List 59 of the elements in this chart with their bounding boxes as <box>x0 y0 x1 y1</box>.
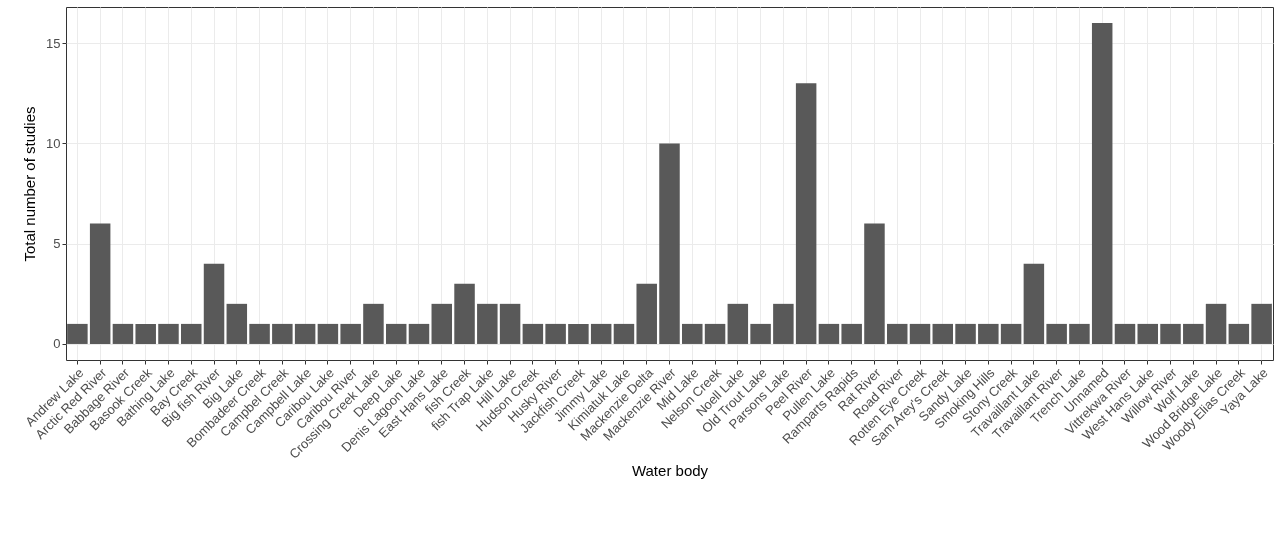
bar <box>454 283 475 344</box>
bar <box>1228 323 1250 344</box>
bar <box>112 323 134 344</box>
bar <box>659 143 680 344</box>
bar <box>1023 263 1045 344</box>
bar <box>613 323 635 344</box>
bar <box>294 323 316 344</box>
bar <box>841 323 862 344</box>
bar <box>886 323 908 344</box>
bar <box>317 323 339 344</box>
bar <box>795 83 817 344</box>
bar <box>249 323 270 344</box>
bar <box>727 303 749 344</box>
bar <box>499 303 521 344</box>
y-axis-title: Total number of studies <box>21 106 39 262</box>
x-axis-title: Water body <box>631 461 709 479</box>
bar <box>1205 303 1227 344</box>
bar <box>1183 323 1204 344</box>
bar <box>909 323 931 344</box>
bar <box>1091 23 1113 344</box>
bar <box>682 323 703 344</box>
bar <box>89 223 111 344</box>
y-tick-label: 0 <box>53 336 61 352</box>
bar <box>864 223 885 344</box>
bar <box>67 323 88 344</box>
bar <box>818 323 840 344</box>
bar <box>1251 303 1272 344</box>
bar <box>135 323 156 344</box>
bar <box>955 323 976 344</box>
bar <box>203 263 225 344</box>
bar <box>1114 323 1136 344</box>
bar <box>1069 323 1090 344</box>
bar <box>932 323 954 344</box>
bar <box>590 323 612 344</box>
bar <box>522 323 544 344</box>
bar <box>158 323 179 344</box>
bar <box>750 323 771 344</box>
y-tick-label: 15 <box>46 35 61 51</box>
bar <box>545 323 566 344</box>
bar <box>431 303 453 344</box>
bar <box>1160 323 1181 344</box>
bar <box>773 303 794 344</box>
bar <box>272 323 293 344</box>
bar <box>1046 323 1067 344</box>
bar <box>226 303 248 344</box>
bar <box>568 323 589 344</box>
bar <box>477 303 498 344</box>
bar <box>1137 323 1158 344</box>
bar <box>363 303 384 344</box>
bar <box>978 323 999 344</box>
bar <box>704 323 726 344</box>
bar <box>385 323 407 344</box>
bar <box>340 323 361 344</box>
bar <box>636 283 657 344</box>
bar <box>1000 323 1022 344</box>
y-tick-label: 5 <box>53 236 61 252</box>
bar <box>181 323 202 344</box>
y-tick-label: 10 <box>46 135 61 151</box>
bar <box>408 323 430 344</box>
